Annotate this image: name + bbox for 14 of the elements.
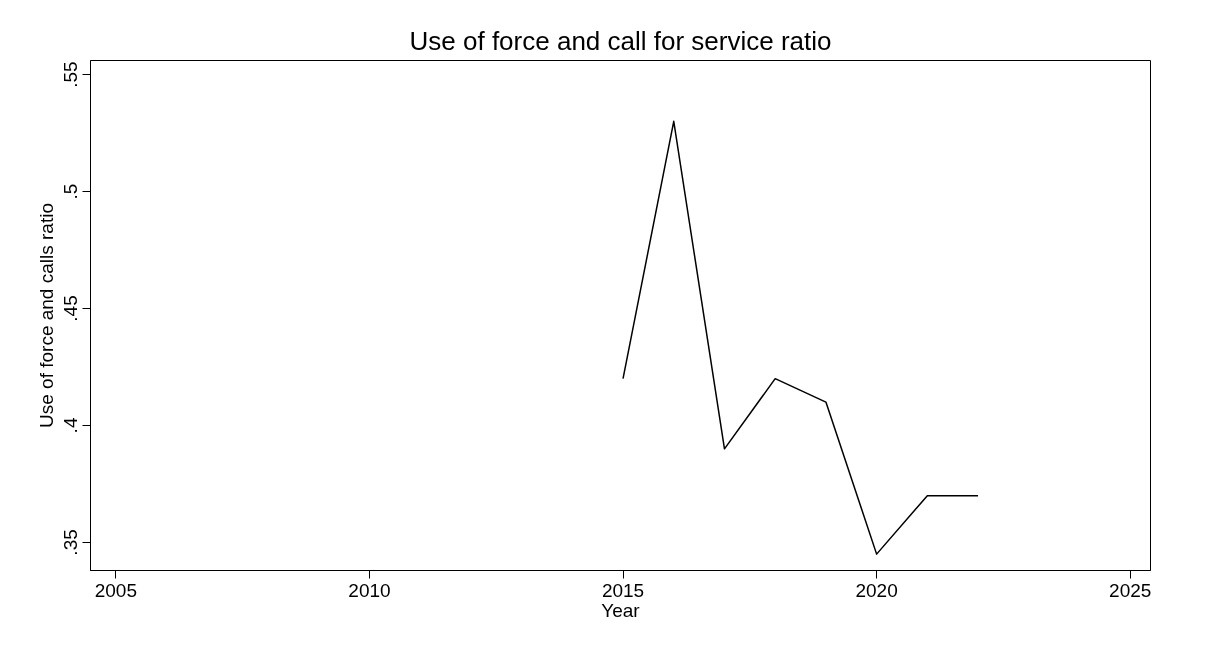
x-axis-title: Year [601,599,641,621]
y-tick-label: .55 [60,61,82,88]
y-tick-label: .45 [60,295,82,322]
y-tick-label: .4 [60,417,82,434]
x-tick-label: 2010 [348,579,391,601]
y-tick-label: .5 [60,183,82,200]
x-tick-label: 2020 [855,579,898,601]
x-tick-label: 2025 [1109,579,1152,601]
line-series [622,120,979,555]
y-tick-label: .35 [60,529,82,556]
x-tick-label: 2005 [94,579,138,601]
y-axis-title: Use of force and calls ratio [35,203,57,428]
chart-title: Use of force and call for service ratio [409,25,832,56]
x-tick-label: 2015 [601,579,645,601]
